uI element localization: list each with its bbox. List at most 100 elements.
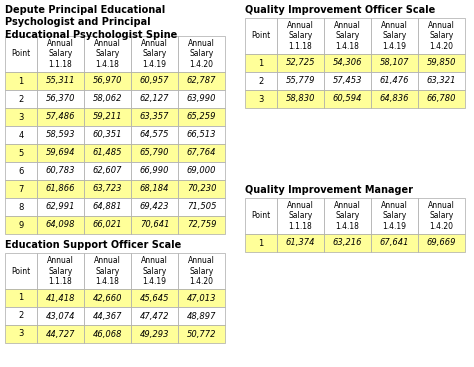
Bar	[178, 198, 225, 216]
Bar	[131, 90, 178, 108]
Bar	[131, 216, 178, 234]
Text: Education Support Officer Scale: Education Support Officer Scale	[5, 240, 181, 250]
Bar	[245, 90, 277, 108]
Bar	[5, 108, 37, 126]
Bar	[178, 253, 225, 289]
Bar	[371, 234, 418, 252]
Text: Point: Point	[251, 32, 271, 40]
Text: 69,000: 69,000	[187, 167, 216, 175]
Bar	[324, 234, 371, 252]
Bar	[84, 126, 131, 144]
Bar	[84, 216, 131, 234]
Text: Quality Improvement Officer Scale: Quality Improvement Officer Scale	[245, 5, 435, 15]
Bar	[277, 198, 324, 234]
Text: 63,990: 63,990	[187, 94, 216, 103]
Bar	[245, 18, 277, 54]
Bar	[5, 72, 37, 90]
Text: 63,216: 63,216	[333, 239, 362, 247]
Bar	[371, 18, 418, 54]
Bar	[131, 325, 178, 343]
Text: Annual
Salary
1.4.19: Annual Salary 1.4.19	[381, 201, 408, 231]
Text: 65,259: 65,259	[187, 113, 216, 121]
Text: 47,472: 47,472	[140, 312, 169, 320]
Text: Depute Principal Educational
Psychologist and Principal
Educational Psychologist: Depute Principal Educational Psychologis…	[5, 5, 177, 40]
Bar	[178, 126, 225, 144]
Text: Annual
Salary
1.4.20: Annual Salary 1.4.20	[188, 39, 215, 69]
Bar	[178, 108, 225, 126]
Text: Point: Point	[251, 211, 271, 221]
Bar	[37, 144, 84, 162]
Bar	[84, 325, 131, 343]
Text: 6: 6	[18, 167, 24, 175]
Bar	[418, 198, 465, 234]
Text: 52,725: 52,725	[286, 58, 315, 68]
Text: 63,357: 63,357	[140, 113, 169, 121]
Text: Annual
Salary
1.4.18: Annual Salary 1.4.18	[334, 201, 361, 231]
Text: 60,594: 60,594	[333, 94, 362, 103]
Text: 4: 4	[18, 131, 24, 139]
Text: 61,485: 61,485	[93, 149, 122, 157]
Bar	[371, 54, 418, 72]
Text: 68,184: 68,184	[140, 185, 169, 193]
Text: Annual
Salary
1.1.18: Annual Salary 1.1.18	[47, 39, 74, 69]
Bar	[37, 216, 84, 234]
Bar	[37, 198, 84, 216]
Text: 67,641: 67,641	[380, 239, 409, 247]
Bar	[178, 325, 225, 343]
Text: 44,367: 44,367	[93, 312, 122, 320]
Text: 64,836: 64,836	[380, 94, 409, 103]
Text: 71,505: 71,505	[187, 203, 216, 211]
Bar	[245, 198, 277, 234]
Text: 56,970: 56,970	[93, 76, 122, 86]
Bar	[84, 289, 131, 307]
Text: Point: Point	[11, 50, 31, 58]
Bar	[277, 18, 324, 54]
Bar	[84, 36, 131, 72]
Text: 55,311: 55,311	[46, 76, 75, 86]
Bar	[178, 72, 225, 90]
Bar	[178, 289, 225, 307]
Text: 2: 2	[18, 312, 24, 320]
Text: 62,787: 62,787	[187, 76, 216, 86]
Bar	[5, 126, 37, 144]
Text: 64,575: 64,575	[140, 131, 169, 139]
Text: Annual
Salary
1.4.20: Annual Salary 1.4.20	[428, 201, 455, 231]
Text: 65,790: 65,790	[140, 149, 169, 157]
Text: 66,990: 66,990	[140, 167, 169, 175]
Text: 63,723: 63,723	[93, 185, 122, 193]
Text: 59,694: 59,694	[46, 149, 75, 157]
Bar	[5, 162, 37, 180]
Bar	[245, 72, 277, 90]
Text: 57,486: 57,486	[46, 113, 75, 121]
Text: 1: 1	[18, 76, 24, 86]
Bar	[418, 90, 465, 108]
Text: 43,074: 43,074	[46, 312, 75, 320]
Bar	[245, 234, 277, 252]
Bar	[5, 198, 37, 216]
Bar	[37, 253, 84, 289]
Text: 9: 9	[18, 221, 24, 229]
Text: 64,098: 64,098	[46, 221, 75, 229]
Bar	[131, 144, 178, 162]
Bar	[131, 162, 178, 180]
Bar	[131, 307, 178, 325]
Text: 66,021: 66,021	[93, 221, 122, 229]
Text: 64,881: 64,881	[93, 203, 122, 211]
Text: 67,764: 67,764	[187, 149, 216, 157]
Text: 61,866: 61,866	[46, 185, 75, 193]
Bar	[131, 36, 178, 72]
Bar	[37, 36, 84, 72]
Bar	[277, 90, 324, 108]
Bar	[371, 90, 418, 108]
Text: Annual
Salary
1.1.18: Annual Salary 1.1.18	[287, 201, 314, 231]
Bar	[131, 72, 178, 90]
Bar	[37, 289, 84, 307]
Bar	[418, 234, 465, 252]
Bar	[5, 216, 37, 234]
Bar	[84, 253, 131, 289]
Bar	[37, 307, 84, 325]
Text: 49,293: 49,293	[140, 330, 169, 338]
Text: Annual
Salary
1.4.18: Annual Salary 1.4.18	[94, 256, 121, 286]
Text: 57,453: 57,453	[333, 76, 362, 86]
Text: 3: 3	[258, 94, 264, 103]
